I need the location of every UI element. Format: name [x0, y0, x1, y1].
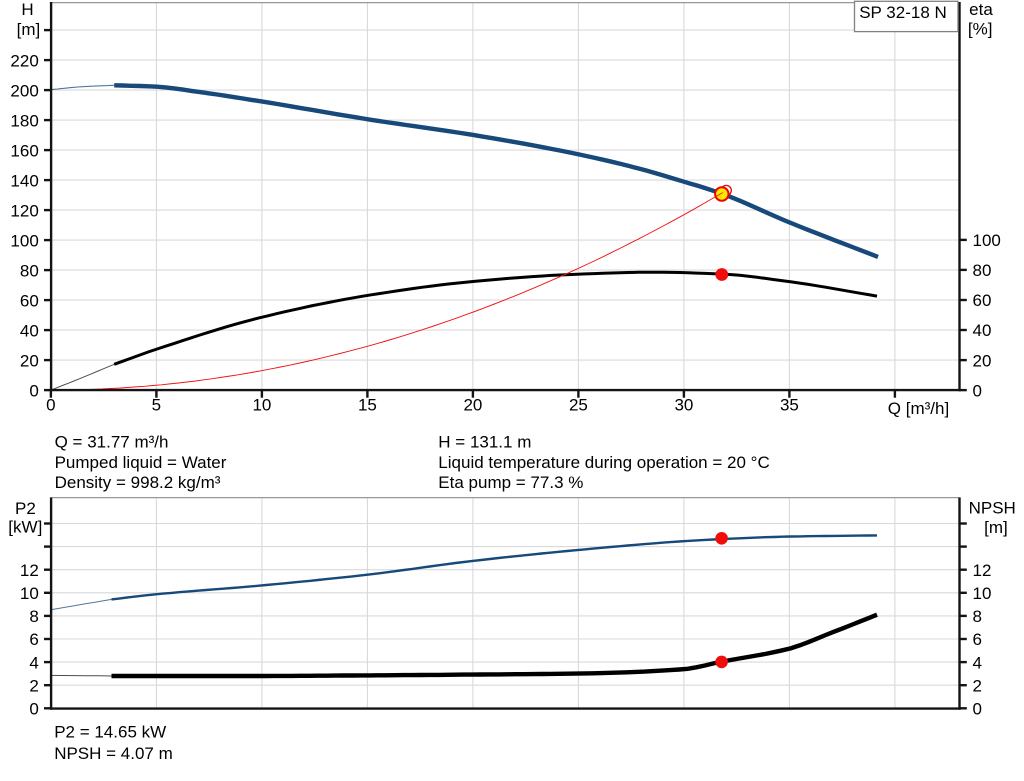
svg-text:2: 2 — [29, 676, 38, 695]
svg-text:20: 20 — [973, 351, 992, 370]
svg-text:100: 100 — [10, 231, 38, 250]
svg-text:80: 80 — [20, 261, 39, 280]
svg-text:40: 40 — [973, 321, 992, 340]
svg-text:2: 2 — [973, 676, 982, 695]
svg-text:4: 4 — [973, 653, 982, 672]
svg-text:H = 131.1 m: H = 131.1 m — [438, 433, 531, 452]
svg-text:12: 12 — [20, 561, 39, 580]
svg-text:10: 10 — [20, 584, 39, 603]
svg-text:NPSH = 4.07 m: NPSH = 4.07 m — [54, 744, 173, 763]
svg-text:Q = 31.77 m³/h: Q = 31.77 m³/h — [55, 433, 169, 452]
svg-text:60: 60 — [20, 291, 39, 310]
svg-text:160: 160 — [10, 141, 38, 160]
svg-text:Liquid temperature during oper: Liquid temperature during operation = 20… — [438, 453, 769, 472]
svg-text:5: 5 — [152, 396, 161, 415]
svg-text:80: 80 — [973, 261, 992, 280]
svg-text:15: 15 — [358, 396, 377, 415]
svg-text:60: 60 — [973, 291, 992, 310]
svg-text:20: 20 — [463, 396, 482, 415]
svg-text:30: 30 — [674, 396, 693, 415]
svg-text:100: 100 — [973, 231, 1001, 250]
svg-text:[%]: [%] — [968, 19, 993, 38]
svg-text:NPSH: NPSH — [969, 499, 1016, 518]
svg-text:8: 8 — [973, 607, 982, 626]
svg-text:120: 120 — [10, 201, 38, 220]
svg-text:0: 0 — [29, 381, 38, 400]
svg-text:Density = 998.2 kg/m³: Density = 998.2 kg/m³ — [55, 473, 221, 492]
svg-text:140: 140 — [10, 171, 38, 190]
svg-text:25: 25 — [569, 396, 588, 415]
svg-text:Q [m³/h]: Q [m³/h] — [888, 399, 949, 418]
svg-text:35: 35 — [780, 396, 799, 415]
svg-text:6: 6 — [973, 630, 982, 649]
svg-text:40: 40 — [20, 321, 39, 340]
svg-text:10: 10 — [973, 584, 992, 603]
svg-text:0: 0 — [973, 381, 982, 400]
svg-text:10: 10 — [252, 396, 271, 415]
svg-text:12: 12 — [973, 561, 992, 580]
svg-text:8: 8 — [29, 607, 38, 626]
svg-text:0: 0 — [973, 700, 982, 719]
svg-text:[m]: [m] — [984, 518, 1008, 537]
svg-text:Eta pump = 77.3 %: Eta pump = 77.3 % — [438, 473, 583, 492]
svg-text:[kW]: [kW] — [8, 517, 42, 536]
svg-text:Pumped liquid = Water: Pumped liquid = Water — [55, 453, 227, 472]
svg-text:6: 6 — [29, 630, 38, 649]
svg-text:eta: eta — [969, 0, 993, 19]
svg-text:4: 4 — [29, 653, 38, 672]
svg-text:[m]: [m] — [17, 20, 41, 39]
svg-text:220: 220 — [10, 51, 38, 70]
svg-text:P2: P2 — [15, 499, 36, 518]
svg-text:P2 = 14.65 kW: P2 = 14.65 kW — [54, 722, 166, 741]
svg-text:SP 32-18 N: SP 32-18 N — [859, 3, 947, 22]
svg-text:0: 0 — [46, 396, 55, 415]
svg-text:H: H — [21, 0, 33, 19]
svg-text:0: 0 — [29, 700, 38, 719]
svg-text:20: 20 — [20, 351, 39, 370]
svg-text:180: 180 — [10, 111, 38, 130]
svg-text:200: 200 — [10, 81, 38, 100]
